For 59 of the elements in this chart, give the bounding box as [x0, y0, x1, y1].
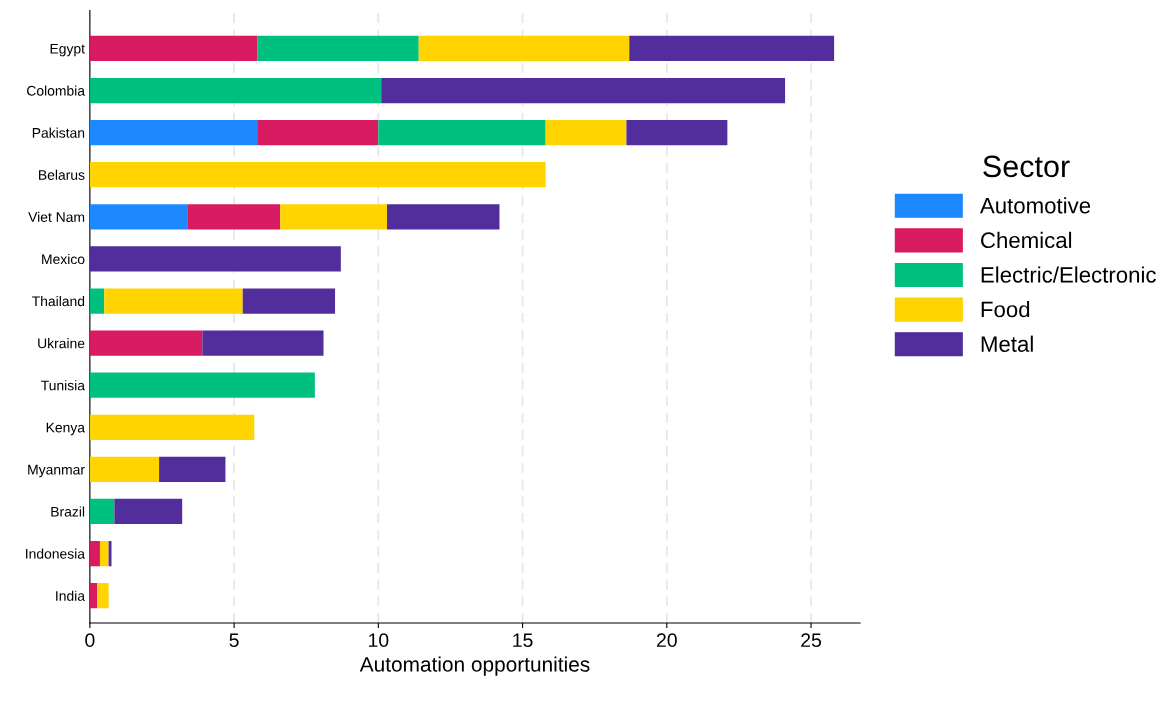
bar: [89, 246, 341, 272]
bar: [629, 35, 835, 62]
y-tick-label: Thailand: [32, 295, 85, 307]
x-tick-label: 25: [801, 633, 822, 648]
bar: [114, 498, 183, 525]
x-tick-label: 15: [513, 633, 533, 648]
bar: [202, 330, 324, 356]
bar: [378, 120, 546, 146]
y-tick-label: Ukraine: [38, 338, 85, 349]
bar: [89, 162, 546, 188]
bar: [89, 498, 115, 525]
x-axis-title: Automation opportunities: [359, 656, 590, 676]
y-tick-label: Mexico: [42, 253, 85, 265]
y-tick-label: Egypt: [50, 43, 85, 57]
x-tick-label: 20: [656, 633, 677, 648]
bar: [626, 120, 728, 146]
bar: [89, 77, 382, 104]
y-tick-label: Pakistan: [32, 127, 85, 138]
legend-label: Food: [981, 301, 1030, 318]
legend-label: Chemical: [981, 231, 1072, 249]
y-tick-label: Belarus: [39, 169, 85, 180]
bar: [89, 414, 255, 440]
y-tick-label: India: [56, 590, 85, 601]
y-tick-label: Brazil: [51, 506, 85, 517]
legend-label: Electric/Electronic: [981, 266, 1156, 283]
x-tick-label: 10: [369, 633, 389, 648]
bar: [89, 456, 160, 483]
bar: [257, 35, 419, 62]
bar: [257, 120, 379, 146]
legend-label: Metal: [981, 335, 1033, 352]
y-tick-label: Indonesia: [26, 548, 85, 559]
legend-label: Automotive: [979, 197, 1091, 214]
bar: [159, 456, 226, 483]
bar: [242, 288, 336, 314]
bar: [187, 204, 281, 230]
legend-title: Sector: [983, 155, 1070, 178]
bar: [89, 372, 315, 398]
x-tick-label: 5: [229, 633, 239, 648]
y-tick-label: Viet Nam: [28, 211, 85, 222]
bar: [104, 288, 243, 314]
bar: [386, 204, 500, 230]
bar: [89, 120, 258, 146]
bar: [89, 204, 188, 230]
y-tick-label: Myanmar: [28, 464, 85, 478]
bar: [89, 583, 98, 609]
bar: [418, 35, 630, 62]
y-tick-label: Kenya: [46, 422, 85, 436]
bar: [89, 330, 203, 356]
bar: [381, 77, 786, 104]
bar: [89, 288, 105, 314]
bar: [89, 35, 258, 62]
bar: [89, 540, 100, 567]
y-tick-label: Colombia: [27, 85, 85, 96]
bar: [97, 583, 109, 609]
x-tick-label: 0: [85, 633, 95, 648]
y-tick-label: Tunisia: [41, 380, 85, 391]
bar: [99, 540, 109, 567]
bar: [545, 120, 627, 146]
bar: [280, 204, 387, 230]
